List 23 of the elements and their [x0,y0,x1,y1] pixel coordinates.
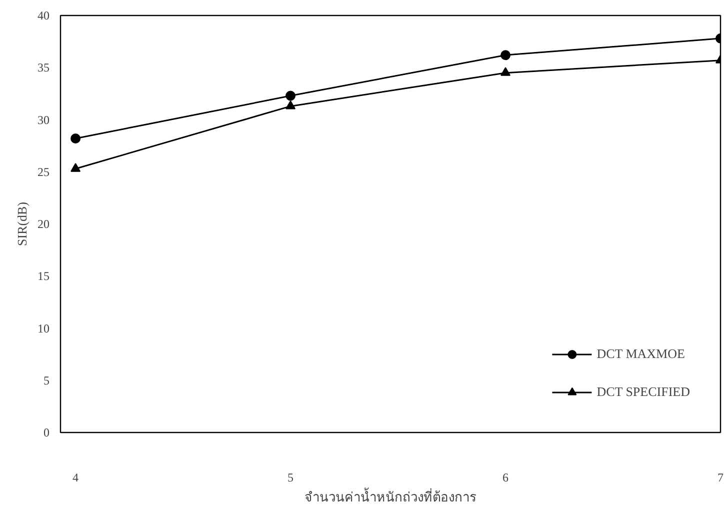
y-tick-label: 5 [44,373,50,388]
point [500,50,511,60]
y-tick-label: 20 [38,217,50,231]
y-tick-label: 30 [38,112,50,127]
legend-label: DCT SPECIFIED [596,384,690,400]
x-tick-label: 5 [288,470,294,484]
point [286,90,296,101]
y-tick-label: 40 [38,8,50,22]
point [286,100,296,110]
y-tick-label: 15 [38,269,50,284]
point [70,134,81,144]
x-axis-title: จำนวนค่าน้ำหนักถ่วงที่ต้องการ [304,488,476,504]
y-tick-label: 10 [38,321,50,336]
legend-label: DCT MAXMOE [596,346,685,362]
x-tick-label: 4 [72,470,79,484]
point [70,163,81,172]
y-tick-label: 0 [44,426,50,440]
y-tick-label: 25 [38,164,50,179]
x-tick-label: 7 [718,470,724,484]
x-tick-label: 6 [502,470,509,484]
y-axis-title: SIR(dB) [14,202,30,246]
point [500,67,511,76]
y-tick-label: 35 [38,60,50,75]
